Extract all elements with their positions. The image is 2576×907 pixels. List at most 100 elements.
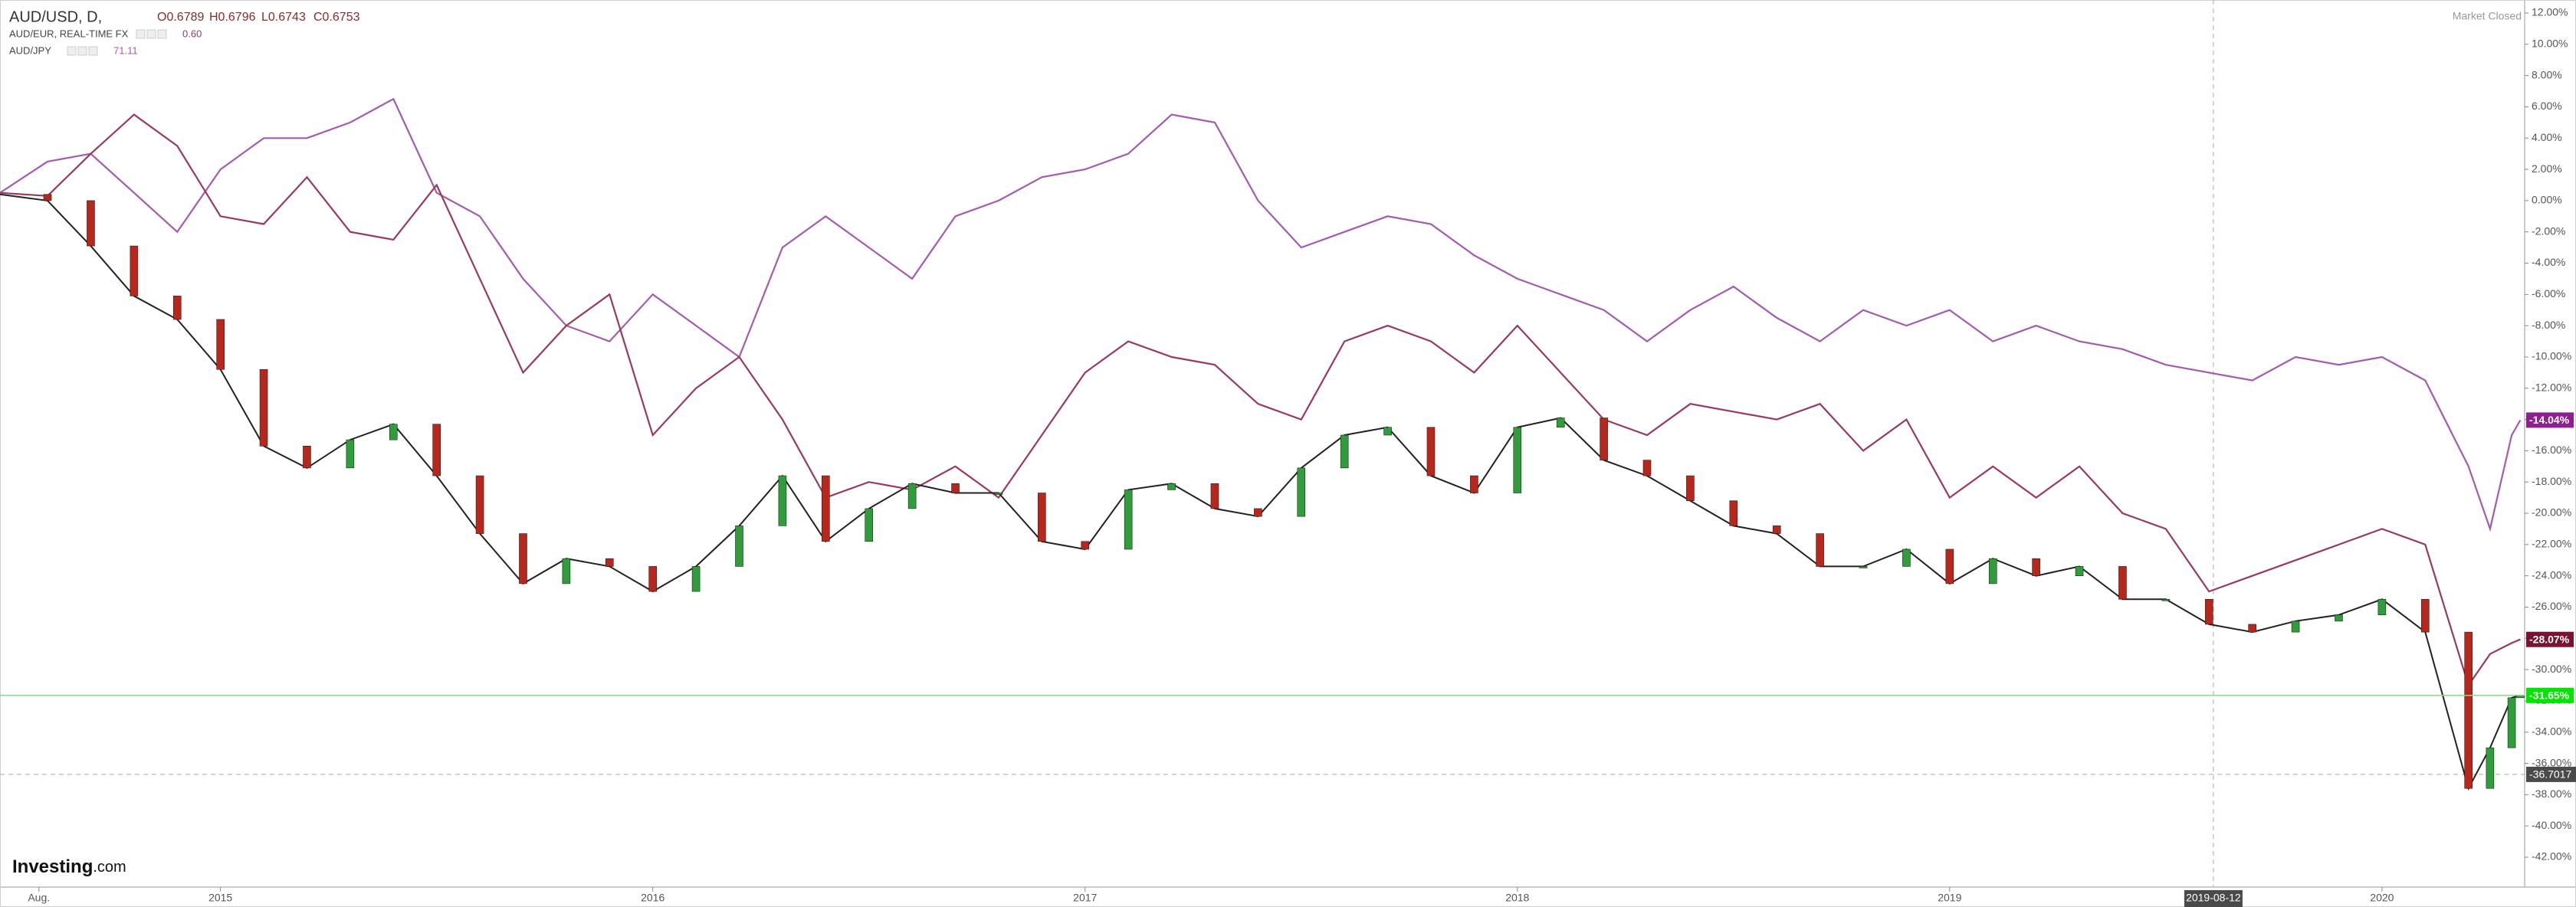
brand-logo: Investing.com [12,856,126,877]
price-badge [2526,412,2574,428]
brand-name: Investing [12,856,93,877]
candle [2420,598,2430,633]
y-tick-label: -40.00% [2532,819,2571,831]
y-tick-label: -34.00% [2532,725,2571,737]
candle [1340,434,1349,469]
legend-button [136,29,146,39]
candle [130,245,139,296]
price-badge [2526,687,2574,703]
candle [1426,427,1436,476]
y-tick-label: -12.00% [2532,381,2571,393]
x-tick-label: 2020 [2370,892,2394,904]
main-symbol: AUD/USD, D, [9,8,102,25]
candle [1210,483,1219,509]
candle [519,533,527,584]
y-tick-label: 0.00% [2532,194,2562,206]
ohlc-value: L0.6743 [261,11,306,24]
y-tick-label: -24.00% [2532,568,2571,581]
candle [1859,566,1868,568]
candle [1816,533,1824,567]
candle [865,508,874,542]
y-tick-label: 4.00% [2532,131,2562,143]
candle [2291,620,2300,633]
series-line [0,113,2521,687]
legend-button [88,46,98,56]
candle [1383,427,1392,436]
candle [2032,558,2040,576]
y-tick-label: -8.00% [2532,319,2565,331]
candle [43,194,52,201]
market-status: Market Closed [2453,10,2522,22]
y-tick-label: 2.00% [2532,162,2562,175]
price-badge [2526,631,2574,647]
y-tick-label: -4.00% [2532,256,2565,268]
y-tick-label: -16.00% [2532,444,2571,456]
candle [259,368,268,447]
candle [648,566,658,592]
candle [2486,747,2495,789]
legend-price: 0.60 [182,28,202,39]
candle [1081,541,1090,550]
legend-button [77,46,87,56]
candle [475,475,484,534]
candle [1297,467,1306,517]
candle [1729,500,1738,526]
candle [1945,548,1954,584]
price-badge-label: -14.04% [2529,414,2570,426]
legend-button [67,46,77,56]
candle [1124,490,1133,550]
crosshair-y-badge [2526,766,2576,782]
y-tick-label: 6.00% [2532,100,2562,112]
legend-entry: AUD/EUR, REAL-TIME FX [9,28,129,39]
candle [389,424,398,440]
candle [2204,598,2213,625]
y-tick-label: -10.00% [2532,350,2571,362]
y-tick-label: -38.00% [2532,787,2571,800]
legend-button [157,29,167,39]
candle [1556,417,1565,428]
candle [1686,475,1695,502]
crosshair-y-label: -36.7017 [2529,768,2571,781]
candle [822,475,830,542]
candle [1470,475,1478,493]
ohlc-value: O0.6789 [157,11,204,24]
candle [2118,566,2127,600]
candle [2377,598,2387,615]
candle [691,566,701,592]
y-tick-label: -6.00% [2532,287,2565,300]
candle [216,319,225,370]
y-tick-label: -30.00% [2532,663,2571,675]
candle [172,296,182,320]
x-tick-label: 2016 [641,892,665,904]
ohlc-value: H0.6796 [209,11,256,24]
candle [1642,460,1652,476]
legend-entry: AUD/JPY [9,44,51,56]
x-tick-label: Aug. [28,892,50,904]
x-tick-label: 2017 [1073,892,1097,904]
y-tick-label: -22.00% [2532,538,2571,550]
legend-price: 71.11 [113,44,138,56]
candle [303,445,311,469]
y-tick-label: -42.00% [2532,850,2571,863]
candle [1902,548,1911,567]
candle [1600,417,1608,460]
series-line [0,97,2522,532]
x-tick-label: 2019 [1938,892,1961,904]
candle [951,483,960,493]
candle [1513,427,1522,493]
candle [778,475,787,526]
x-tick-label: 2018 [1505,892,1529,904]
candle [2335,614,2343,622]
candle [907,483,917,509]
candle [605,558,614,567]
y-tick-label: 8.00% [2532,68,2562,80]
candle [2248,624,2256,633]
candle [2507,697,2516,748]
x-tick-label: 2015 [208,892,232,904]
candle [87,200,95,247]
y-tick-label: 10.00% [2532,38,2568,50]
candle [1038,493,1046,542]
y-tick-label: -2.00% [2532,224,2565,237]
